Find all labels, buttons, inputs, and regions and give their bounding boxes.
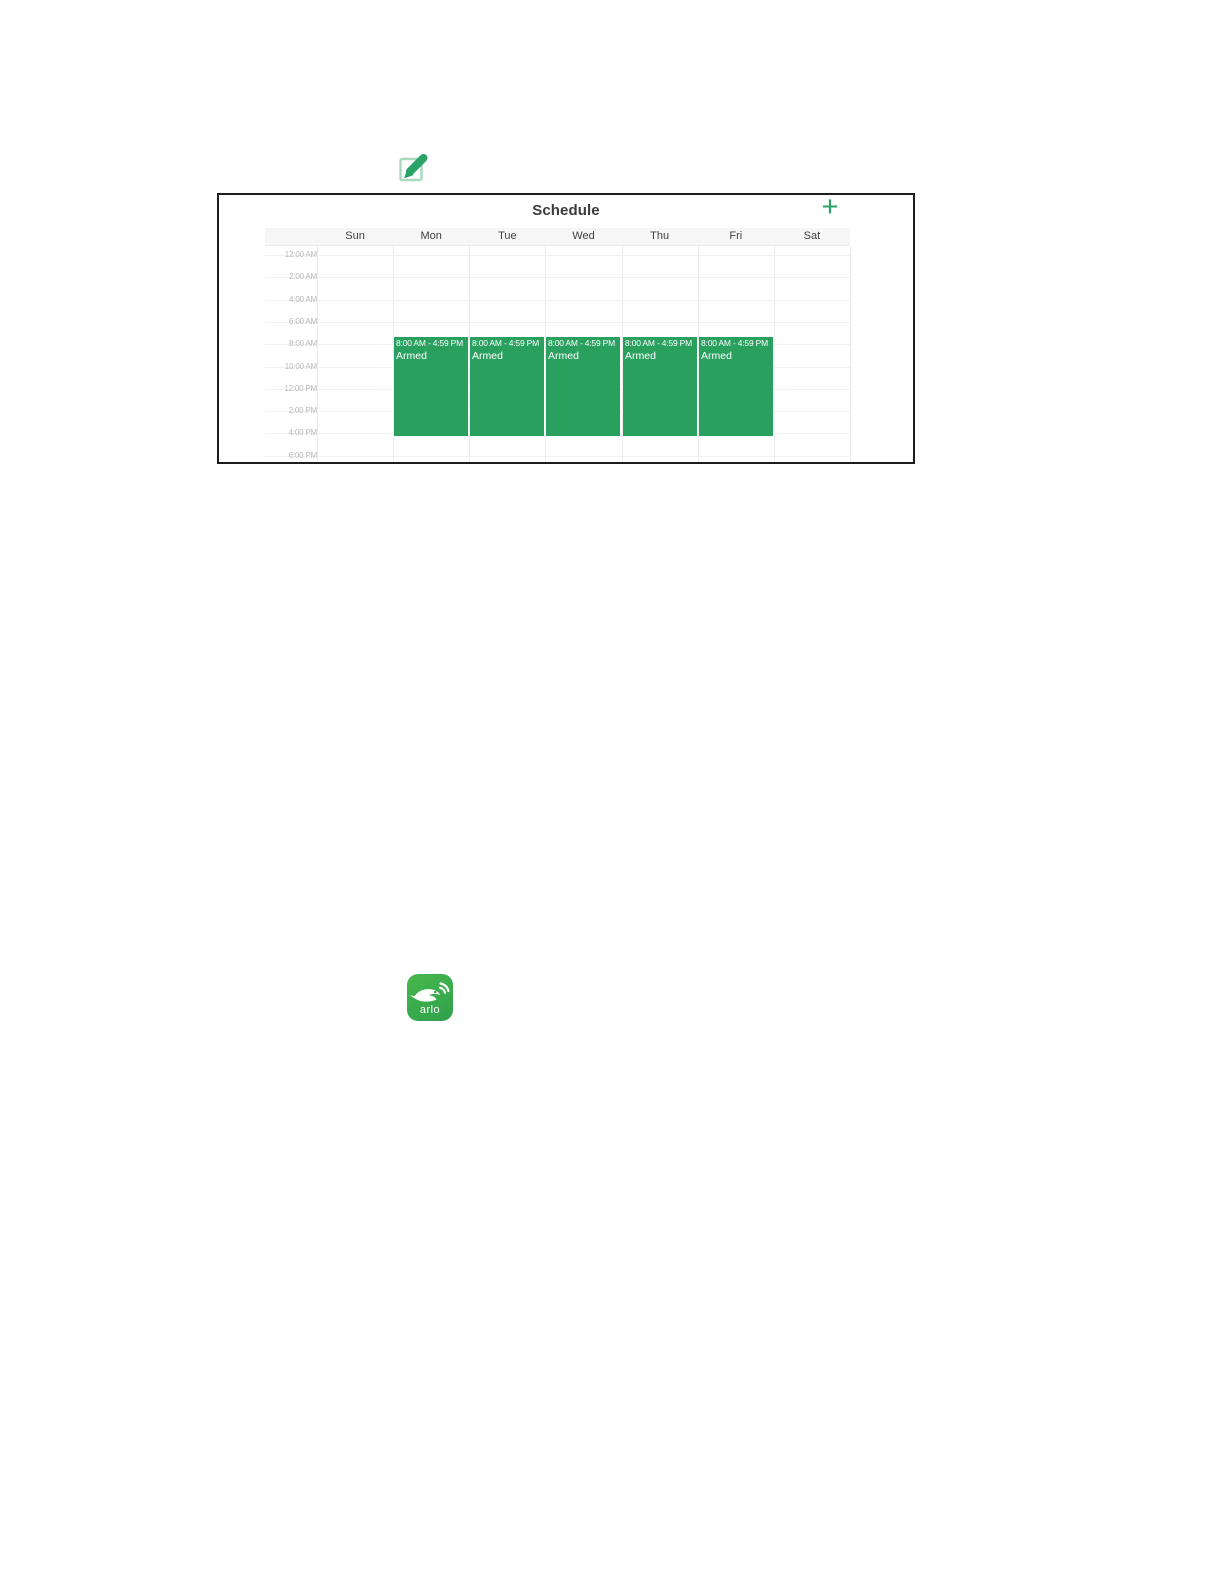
event-time-range: 8:00 AM - 4:59 PM (701, 338, 768, 348)
schedule-panel: Schedule + Sun Mon Tue Wed Thu Fri Sat (217, 192, 915, 464)
schedule-title: Schedule (532, 202, 600, 219)
event-mode-label: Armed (701, 350, 732, 362)
grid-row-line (265, 277, 850, 278)
time-label: 2:00 AM (289, 272, 317, 281)
schedule-event-thu[interactable]: 8:00 AM - 4:59 PM Armed (623, 337, 697, 436)
event-mode-label: Armed (472, 350, 503, 362)
add-schedule-button[interactable]: + (816, 192, 844, 222)
time-label: 10:00 AM (284, 362, 317, 371)
event-mode-label: Armed (396, 350, 427, 362)
time-label: 2:00 PM (288, 406, 318, 415)
grid-column-line (469, 246, 470, 462)
schedule-grid: 12:00 AM 2:00 AM 4:00 AM 6:00 AM 8:00 AM… (219, 246, 913, 462)
event-time-range: 8:00 AM - 4:59 PM (472, 338, 539, 348)
event-time-range: 8:00 AM - 4:59 PM (396, 338, 463, 348)
schedule-event-wed[interactable]: 8:00 AM - 4:59 PM Armed (546, 337, 620, 436)
day-header-thu: Thu (650, 230, 670, 242)
time-label: 12:00 AM (284, 250, 317, 259)
grid-row-line (265, 322, 850, 323)
day-header-fri: Fri (729, 230, 743, 242)
grid-row-line (265, 456, 850, 457)
grid-row-line (265, 255, 850, 256)
day-header-sat: Sat (803, 230, 821, 242)
arlo-wordmark: arlo (420, 1004, 440, 1016)
time-label: 4:00 PM (288, 428, 318, 437)
grid-column-line (774, 246, 775, 462)
schedule-event-fri[interactable]: 8:00 AM - 4:59 PM Armed (699, 337, 773, 436)
edit-pencil-icon[interactable] (398, 149, 430, 183)
edit-pencil-glyph (399, 154, 428, 182)
time-label: 6:00 AM (289, 317, 317, 326)
grid-column-line (850, 246, 851, 462)
day-header-wed: Wed (572, 230, 595, 242)
schedule-event-mon[interactable]: 8:00 AM - 4:59 PM Armed (394, 337, 468, 436)
grid-column-line (317, 246, 318, 462)
time-label: 4:00 AM (289, 295, 317, 304)
day-header-corner (265, 228, 317, 245)
day-header-mon: Mon (420, 230, 442, 242)
grid-column-line (393, 246, 394, 462)
event-mode-label: Armed (548, 350, 579, 362)
grid-column-line (545, 246, 546, 462)
grid-column-line (622, 246, 623, 462)
event-time-range: 8:00 AM - 4:59 PM (625, 338, 692, 348)
time-label: 12:00 PM (284, 384, 317, 393)
event-mode-label: Armed (625, 350, 656, 362)
day-header-sun: Sun (345, 230, 365, 242)
arlo-app-icon: arlo (407, 974, 453, 1021)
time-label: 6:00 PM (288, 451, 318, 460)
schedule-event-tue[interactable]: 8:00 AM - 4:59 PM Armed (470, 337, 544, 436)
arlo-bird-icon: arlo (409, 982, 450, 1016)
day-header-row: Sun Mon Tue Wed Thu Fri Sat (265, 228, 850, 246)
grid-row-line (265, 300, 850, 301)
grid-column-line (698, 246, 699, 462)
event-time-range: 8:00 AM - 4:59 PM (548, 338, 615, 348)
time-label: 8:00 AM (289, 339, 317, 348)
day-header-tue: Tue (498, 230, 517, 242)
